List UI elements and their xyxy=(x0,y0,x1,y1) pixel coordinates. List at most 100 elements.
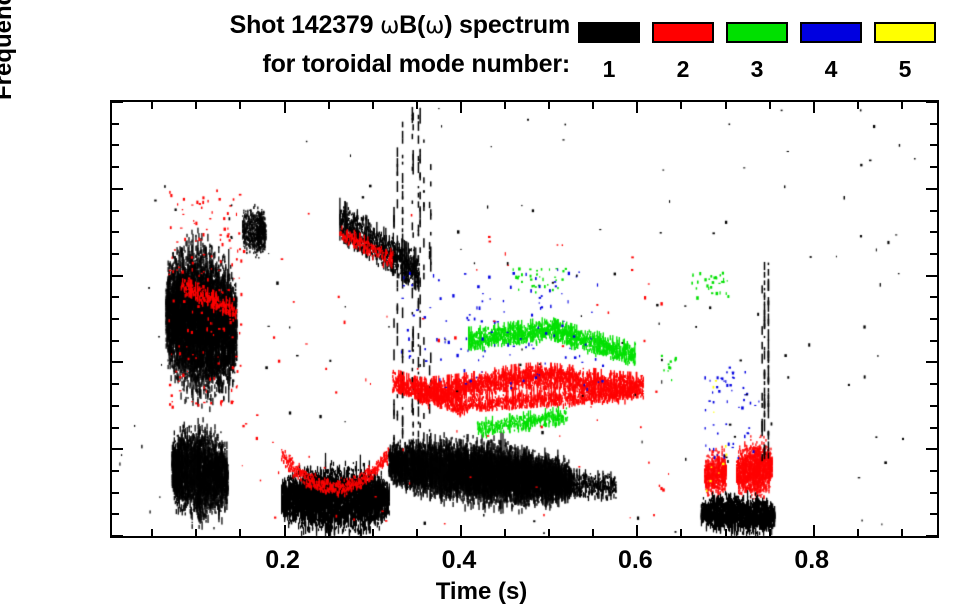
y-tick-right-10 xyxy=(930,491,937,494)
y-tick-right-5 xyxy=(930,513,937,516)
y-tick-20 xyxy=(112,448,123,451)
x-tick-top-0.05 xyxy=(151,102,154,109)
chart-title-line1-mid: B( xyxy=(399,11,426,39)
x-tick-top-0.75 xyxy=(768,102,771,109)
x-tick-0.20 xyxy=(283,525,286,536)
y-tick-90 xyxy=(112,144,119,147)
y-tick-95 xyxy=(112,122,119,125)
y-tick-right-75 xyxy=(930,209,937,212)
x-tick-top-0.40 xyxy=(459,102,462,113)
x-tick-label-0.2: 0.2 xyxy=(265,546,300,574)
x-tick-0.15 xyxy=(239,529,242,536)
y-tick-65 xyxy=(112,252,119,255)
chart-title-line2: for toroidal mode number: xyxy=(262,50,570,78)
y-tick-right-55 xyxy=(930,296,937,299)
chart-title: Shot 142379 ωB(ω) spectrum for toroidal … xyxy=(0,6,571,83)
x-tick-0.05 xyxy=(151,529,154,536)
x-tick-0.90 xyxy=(900,529,903,536)
y-tick-0 xyxy=(112,535,123,537)
y-tick-30 xyxy=(112,404,119,407)
x-tick-0.85 xyxy=(856,529,859,536)
x-tick-top-0.10 xyxy=(195,102,198,109)
y-tick-right-70 xyxy=(930,231,937,234)
y-tick-5 xyxy=(112,513,119,516)
y-tick-25 xyxy=(112,426,119,429)
x-tick-label-0.8: 0.8 xyxy=(794,546,830,574)
y-tick-55 xyxy=(112,296,119,299)
legend: 1 2 3 4 5 xyxy=(578,10,958,90)
legend-label-5: 5 xyxy=(898,56,912,82)
y-tick-right-80 xyxy=(926,187,937,190)
x-tick-top-0.80 xyxy=(812,102,815,113)
spectrogram-canvas xyxy=(112,102,937,536)
y-tick-70 xyxy=(112,231,119,234)
y-tick-50 xyxy=(112,318,119,320)
x-tick-0.35 xyxy=(415,529,418,536)
y-tick-right-45 xyxy=(930,339,937,342)
legend-label-2: 2 xyxy=(676,56,690,82)
y-tick-right-25 xyxy=(930,426,937,429)
y-tick-right-15 xyxy=(930,469,937,472)
x-tick-0.65 xyxy=(680,529,683,536)
y-tick-60 xyxy=(112,274,123,277)
y-tick-right-100 xyxy=(926,101,937,103)
y-tick-right-0 xyxy=(926,535,937,537)
x-tick-top-0.25 xyxy=(327,102,330,109)
x-tick-0.25 xyxy=(327,529,330,536)
plot-area xyxy=(110,100,939,538)
omega-symbol-1: ω xyxy=(380,13,400,39)
x-tick-0.80 xyxy=(812,525,815,536)
omega-symbol-2: ω xyxy=(425,13,445,39)
x-tick-0.75 xyxy=(768,529,771,536)
legend-swatch-3 xyxy=(726,22,788,43)
y-tick-100 xyxy=(112,101,123,103)
y-tick-right-60 xyxy=(926,274,937,277)
y-tick-right-85 xyxy=(930,166,937,169)
y-tick-45 xyxy=(112,339,119,342)
x-tick-0.70 xyxy=(724,529,727,536)
x-tick-top-0.35 xyxy=(415,102,418,109)
y-tick-right-65 xyxy=(930,252,937,255)
chart-title-line1: Shot 142379 ωB(ω) spectrum xyxy=(0,6,571,45)
y-tick-right-35 xyxy=(930,383,937,386)
y-tick-75 xyxy=(112,209,119,212)
x-tick-top-0.55 xyxy=(592,102,595,109)
x-tick-label-0.6: 0.6 xyxy=(617,546,653,574)
legend-swatch-2 xyxy=(652,22,714,43)
legend-label-4: 4 xyxy=(824,56,838,82)
legend-label-1: 1 xyxy=(602,56,616,82)
y-tick-10 xyxy=(112,491,119,494)
x-tick-0.10 xyxy=(195,529,198,536)
x-tick-0.55 xyxy=(592,529,595,536)
y-tick-right-30 xyxy=(930,404,937,407)
legend-swatch-1 xyxy=(578,22,640,43)
y-tick-right-40 xyxy=(926,361,937,364)
legend-swatch-5 xyxy=(874,22,936,43)
y-tick-85 xyxy=(112,166,119,169)
x-tick-top-0.90 xyxy=(900,102,903,109)
legend-swatch-4 xyxy=(800,22,862,43)
x-tick-0.40 xyxy=(459,525,462,536)
x-tick-top-0.70 xyxy=(724,102,727,109)
x-tick-0.30 xyxy=(371,529,374,536)
x-axis-label: Time (s) xyxy=(435,578,528,605)
x-tick-top-0.85 xyxy=(856,102,859,109)
x-tick-top-0.65 xyxy=(680,102,683,109)
y-tick-right-50 xyxy=(930,318,937,320)
legend-label-3: 3 xyxy=(750,56,764,82)
x-tick-top-0.30 xyxy=(371,102,374,109)
x-tick-top-0.60 xyxy=(636,102,639,113)
y-tick-right-20 xyxy=(926,448,937,451)
y-tick-40 xyxy=(112,361,123,364)
x-tick-0.45 xyxy=(504,529,507,536)
y-tick-15 xyxy=(112,469,119,472)
y-tick-right-95 xyxy=(930,122,937,125)
y-tick-80 xyxy=(112,187,123,190)
y-tick-right-90 xyxy=(930,144,937,147)
chart-title-line1-suffix: ) spectrum xyxy=(444,11,570,39)
x-tick-top-0.45 xyxy=(504,102,507,109)
x-tick-top-0.50 xyxy=(548,102,551,109)
y-tick-35 xyxy=(112,383,119,386)
x-tick-0.60 xyxy=(636,525,639,536)
